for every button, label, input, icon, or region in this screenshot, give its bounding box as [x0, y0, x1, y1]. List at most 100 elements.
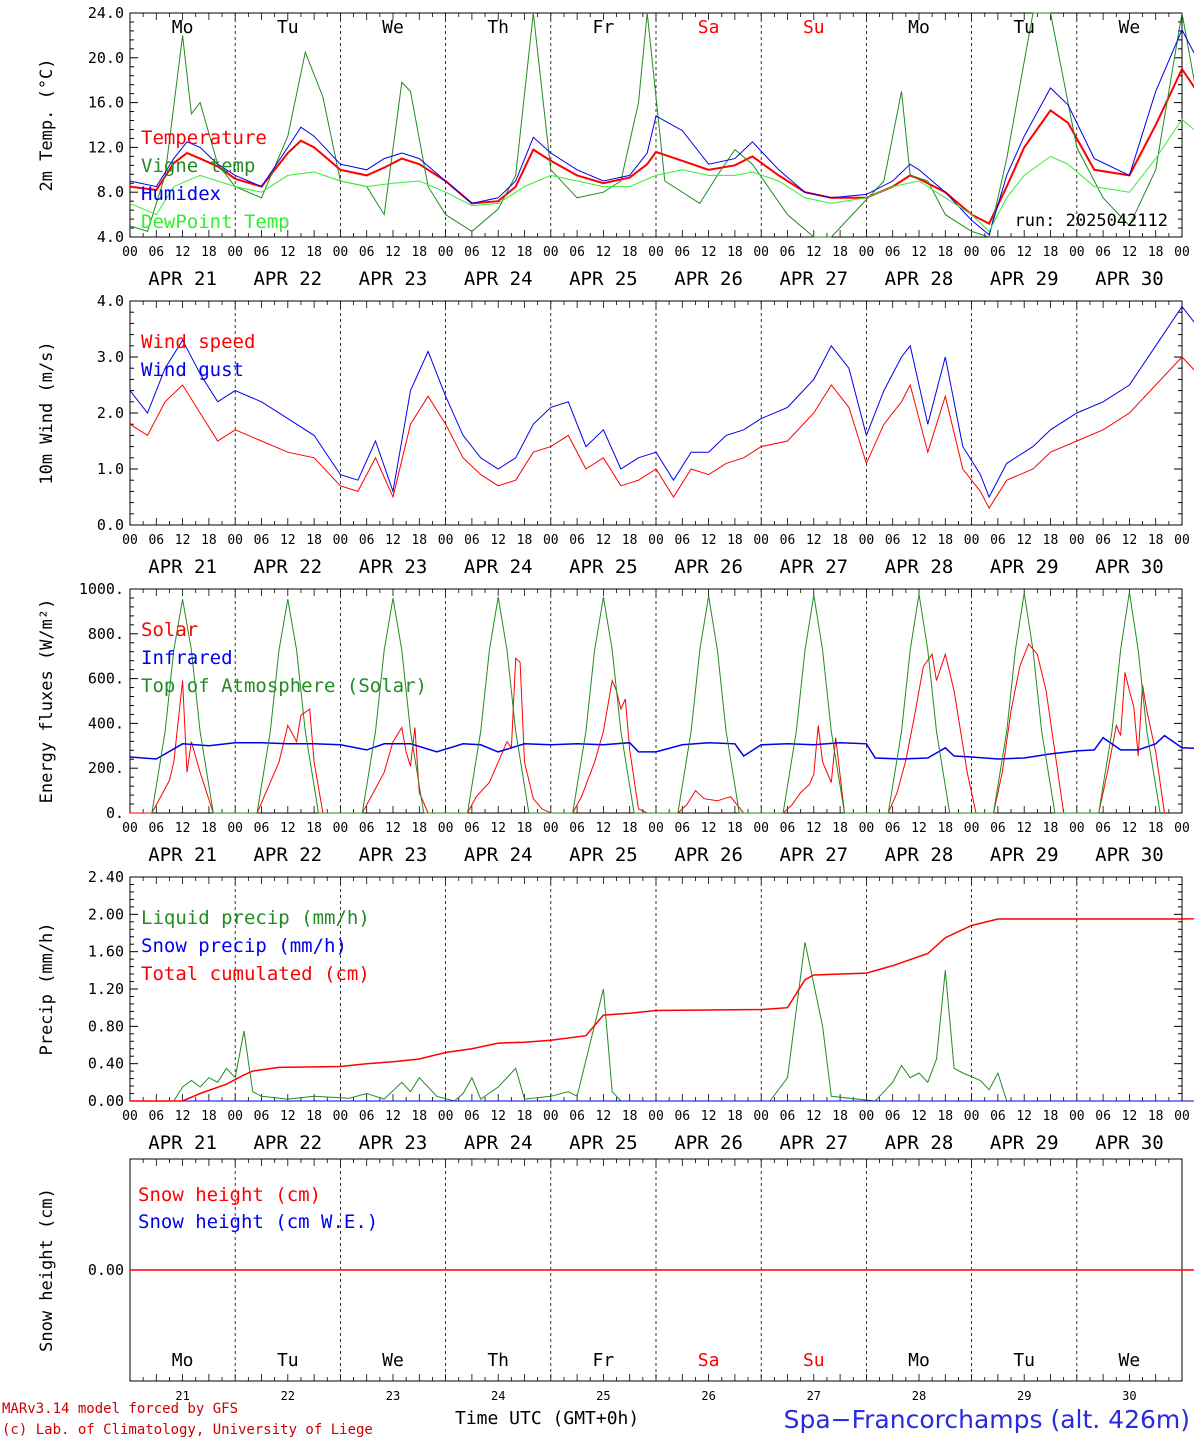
weekday-label: Mo: [908, 17, 930, 38]
panel-4: 0.00 0.40 0.80 1.20 1.60 2.00 2.40 Precip (mm/h…: [37, 868, 1194, 1154]
x-tick-label: 12: [596, 533, 612, 548]
legend-entry: Top of Atmosphere (Solar): [141, 675, 427, 697]
legend-entry: Snow height (cm): [138, 1184, 321, 1206]
y-tick-label: 1.20: [88, 980, 124, 998]
x-tick-label: 06: [254, 533, 270, 548]
x-tick-label: 00: [543, 821, 559, 836]
series-line-temperature: [129, 66, 1194, 225]
y-tick-label: 3.0: [97, 348, 124, 366]
x-tick-label: 00: [227, 533, 243, 548]
plot-frame: [129, 588, 1183, 814]
x-tick-label: 12: [1122, 821, 1138, 836]
x-tick-label: 06: [569, 1109, 585, 1124]
x-tick-label: 06: [1095, 533, 1111, 548]
x-tick-label: 12: [385, 1109, 401, 1124]
x-tick-label: 00: [964, 821, 980, 836]
y-axis-label: 10m Wind (m/s): [37, 341, 57, 484]
y-tick-label: 0.00: [88, 1092, 124, 1110]
weekday-label: We: [1119, 17, 1141, 38]
date-label: APR 22: [253, 1132, 322, 1154]
y-tick-label: 4.0: [97, 292, 124, 310]
x-tick-label: 18: [201, 533, 217, 548]
date-label: APR 29: [990, 556, 1059, 578]
x-tick-label: 00: [227, 1109, 243, 1124]
x-tick-label: 12: [701, 533, 717, 548]
date-label: APR 25: [569, 556, 638, 578]
date-label: APR 21: [148, 268, 217, 290]
y-tick-label: 24.0: [88, 4, 124, 22]
x-tick-label: 12: [1016, 533, 1032, 548]
y-tick-label: 600.: [88, 670, 124, 688]
date-label: APR 30: [1095, 1132, 1164, 1154]
x-tick-label: 00: [648, 1109, 664, 1124]
x-tick-label: 18: [517, 821, 533, 836]
legend-entry: Infrared: [141, 647, 233, 669]
y-axis-label: Energy fluxes (W/m²): [37, 599, 57, 804]
x-tick-label: 12: [175, 245, 191, 260]
x-tick-label: 06: [254, 1109, 270, 1124]
x-tick-label: 12: [1122, 245, 1138, 260]
legend-entry: Vigne temp: [141, 155, 255, 177]
series-line-solar: [130, 643, 1165, 814]
x-tick-label: 12: [911, 533, 927, 548]
legend-entry: Humidex: [141, 183, 221, 205]
x-tick-label: 00: [333, 1109, 349, 1124]
x-tick-label: 18: [1043, 245, 1059, 260]
x-tick-label: 00: [333, 533, 349, 548]
x-tick-label: 12: [1016, 1109, 1032, 1124]
legend-entry: DewPoint Temp: [141, 211, 290, 233]
legend-entry: Temperature: [141, 127, 267, 149]
x-tick-label: 18: [937, 533, 953, 548]
date-label: APR 24: [464, 268, 533, 290]
x-tick-label: 12: [280, 1109, 296, 1124]
plot-frame: [129, 300, 1183, 526]
x-tick-label: 12: [911, 1109, 927, 1124]
x-tick-label: 12: [1016, 821, 1032, 836]
panel-1: 4.0 8.0 12.0 16.0 20.0 24.0 2m Temp. (°C) Tempe…: [37, 4, 1194, 290]
date-label: APR 29: [990, 268, 1059, 290]
y-tick-label: 0.40: [88, 1055, 124, 1073]
x-tick-label: 18: [727, 821, 743, 836]
x-tick-label: 12: [806, 533, 822, 548]
y-tick-label: 0.0: [97, 516, 124, 534]
x-tick-label: 06: [990, 821, 1006, 836]
y-tick-label: 800.: [88, 625, 124, 643]
x-tick-label: 00: [333, 245, 349, 260]
x-tick-label: 06: [674, 245, 690, 260]
x-tick-label: 00: [648, 821, 664, 836]
series-line-liquid-precip-mm-h-: [130, 942, 1194, 1102]
x-tick-label: 06: [885, 1109, 901, 1124]
x-tick-label: 06: [359, 821, 375, 836]
x-tick-label: 06: [148, 533, 164, 548]
x-tick-label: 12: [806, 1109, 822, 1124]
x-tick-label: 18: [201, 821, 217, 836]
x-tick-label: 18: [411, 533, 427, 548]
date-label: APR 27: [779, 1132, 848, 1154]
plot-frame: [129, 12, 1183, 238]
y-tick-label: 400.: [88, 714, 124, 732]
date-label: APR 28: [885, 1132, 954, 1154]
legend-entry: Snow height (cm W.E.): [138, 1211, 378, 1233]
x-tick-label: 00: [1069, 533, 1085, 548]
x-tick-label: 18: [306, 1109, 322, 1124]
x-tick-label: 18: [306, 245, 322, 260]
series-line-infrared: [129, 734, 1194, 760]
x-tick-label: 00: [543, 533, 559, 548]
x-tick-label: 18: [937, 245, 953, 260]
panel-3: 0. 200. 400. 600. 800. 1000. Energy fluxes (W/…: [37, 580, 1194, 866]
legend-entry: Liquid precip (mm/h): [141, 907, 370, 929]
x-tick-label: 18: [622, 1109, 638, 1124]
x-tick-label: 00: [438, 1109, 454, 1124]
x-tick-label: 00: [648, 533, 664, 548]
x-tick-label: 00: [122, 533, 138, 548]
y-axis-label: 2m Temp. (°C): [37, 58, 57, 191]
x-tick-label: 12: [385, 821, 401, 836]
weekday-label: Tu: [1013, 1350, 1035, 1371]
x-tick-label: 00: [753, 821, 769, 836]
x-tick-label: 00: [333, 821, 349, 836]
legend-entry: Wind gust: [141, 359, 244, 381]
y-axis-label: Snow height (cm): [37, 1188, 57, 1352]
weekday-label: Su: [803, 17, 825, 38]
day-number: 23: [386, 1389, 400, 1403]
date-label: APR 28: [885, 844, 954, 866]
